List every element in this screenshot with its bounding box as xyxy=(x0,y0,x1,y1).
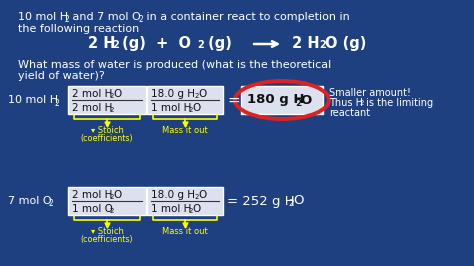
Text: O: O xyxy=(300,94,311,106)
Text: reactant: reactant xyxy=(329,108,370,118)
Text: 2: 2 xyxy=(138,15,143,24)
Text: (coefficients): (coefficients) xyxy=(81,134,133,143)
Text: 18.0 g H: 18.0 g H xyxy=(151,89,195,99)
Text: O: O xyxy=(193,203,201,214)
Text: O: O xyxy=(114,190,122,200)
Text: O: O xyxy=(198,89,206,99)
Text: Mass it out: Mass it out xyxy=(162,227,208,236)
Text: 2: 2 xyxy=(110,107,114,113)
Text: 2: 2 xyxy=(48,200,53,209)
Point xyxy=(103,223,111,227)
Text: 10 mol H: 10 mol H xyxy=(8,95,58,105)
Text: 2: 2 xyxy=(189,207,193,214)
Text: 1 mol H: 1 mol H xyxy=(151,103,191,113)
Text: 2 mol H: 2 mol H xyxy=(72,190,112,200)
Text: 2: 2 xyxy=(189,107,193,113)
Text: yield of water)?: yield of water)? xyxy=(18,71,105,81)
Text: (coefficients): (coefficients) xyxy=(81,235,133,244)
Text: Smaller amount!: Smaller amount! xyxy=(329,88,411,98)
Point xyxy=(103,122,111,126)
Point xyxy=(181,122,189,126)
Text: 2: 2 xyxy=(295,98,301,107)
Text: Mass it out: Mass it out xyxy=(162,126,208,135)
Text: 2 mol H: 2 mol H xyxy=(72,103,112,113)
Text: 2 mol H: 2 mol H xyxy=(72,89,112,99)
Text: = 252 g H: = 252 g H xyxy=(227,194,295,207)
Text: 2: 2 xyxy=(54,98,59,107)
Text: 18.0 g H: 18.0 g H xyxy=(151,190,195,200)
Text: 180 g H: 180 g H xyxy=(247,94,304,106)
Text: in a container react to completion in: in a container react to completion in xyxy=(143,12,349,22)
Text: O: O xyxy=(193,103,201,113)
FancyBboxPatch shape xyxy=(147,187,223,215)
Text: and 7 mol O: and 7 mol O xyxy=(69,12,141,22)
Text: 1 mol H: 1 mol H xyxy=(151,203,191,214)
Text: 2: 2 xyxy=(110,194,114,200)
Text: (g)  +  O: (g) + O xyxy=(118,36,191,51)
Text: 7 mol O: 7 mol O xyxy=(8,196,52,206)
Text: O: O xyxy=(198,190,206,200)
Text: O: O xyxy=(114,89,122,99)
Text: ▾ Stoich: ▾ Stoich xyxy=(91,126,123,135)
Text: Thus H: Thus H xyxy=(329,98,363,108)
Text: 2: 2 xyxy=(194,93,199,99)
Text: 2 H: 2 H xyxy=(88,36,116,51)
FancyBboxPatch shape xyxy=(241,86,323,114)
Text: 2: 2 xyxy=(194,194,199,200)
Text: 2 H: 2 H xyxy=(287,36,320,51)
Text: O: O xyxy=(294,194,304,207)
Text: What mass of water is produced (what is the theoretical: What mass of water is produced (what is … xyxy=(18,60,331,70)
FancyBboxPatch shape xyxy=(68,86,146,114)
FancyBboxPatch shape xyxy=(68,187,146,215)
Text: 2: 2 xyxy=(110,207,114,214)
Text: the following reaction: the following reaction xyxy=(18,24,139,34)
Text: 2: 2 xyxy=(64,15,69,24)
Text: 2: 2 xyxy=(359,100,364,106)
Text: 2: 2 xyxy=(289,200,294,209)
Text: 1 mol O: 1 mol O xyxy=(72,203,113,214)
FancyBboxPatch shape xyxy=(147,86,223,114)
Text: O (g): O (g) xyxy=(325,36,366,51)
Text: (g): (g) xyxy=(203,36,242,51)
Text: 2: 2 xyxy=(110,93,114,99)
Text: 2: 2 xyxy=(198,40,204,50)
Point xyxy=(181,223,189,227)
Text: 2: 2 xyxy=(319,40,326,50)
Text: =: = xyxy=(227,93,240,107)
Text: 10 mol H: 10 mol H xyxy=(18,12,68,22)
Text: is the limiting: is the limiting xyxy=(363,98,433,108)
Text: 2: 2 xyxy=(112,40,119,50)
Text: ▾ Stoich: ▾ Stoich xyxy=(91,227,123,236)
